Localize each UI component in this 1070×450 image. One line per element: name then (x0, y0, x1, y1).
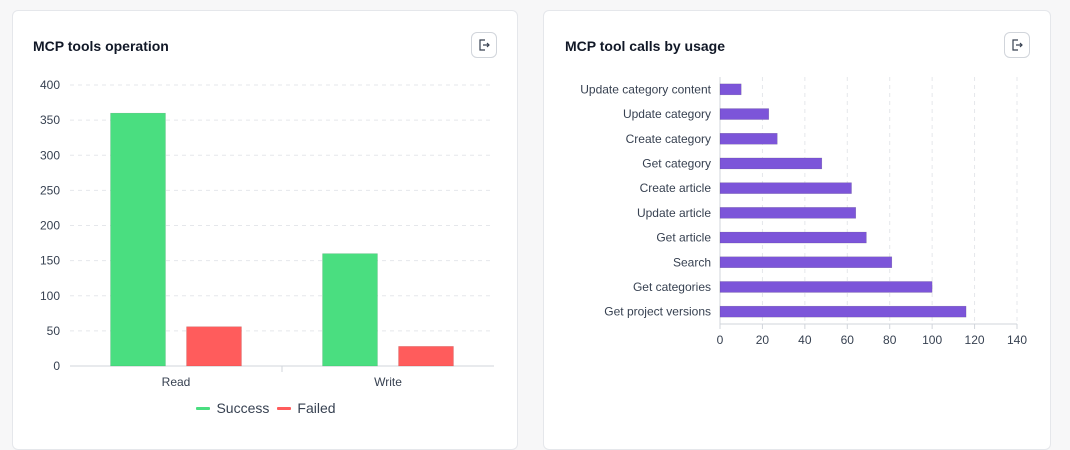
x-tick-label: 60 (841, 333, 855, 347)
operations-card: MCP tools operation 0 50 100 150 200 250 300 35… (12, 10, 518, 450)
x-tick-label: 100 (922, 333, 942, 347)
bar-usage (719, 182, 852, 194)
bar-usage (719, 108, 770, 120)
y-category-label: Create article (640, 181, 712, 195)
legend-item-success[interactable]: Success (196, 400, 269, 416)
export-icon (1012, 39, 1023, 51)
bar-usage (719, 157, 823, 170)
y-tick-label: 150 (40, 254, 60, 268)
export-icon (479, 39, 490, 51)
y-tick-label: 200 (40, 219, 60, 233)
bar-usage (719, 83, 742, 96)
operations-chart-title: MCP tools operation (33, 38, 169, 54)
y-category-label: Get category (642, 156, 711, 170)
legend-item-failed[interactable]: Failed (277, 400, 336, 416)
bar-usage (719, 231, 867, 244)
legend-swatch (277, 406, 292, 410)
y-category-label: Get article (656, 231, 711, 245)
y-tick-label: 250 (40, 183, 60, 197)
y-category-label: Get project versions (604, 305, 711, 319)
operations-bar-chart: 0 50 100 150 200 250 300 350 400 Read Write (40, 78, 494, 389)
x-tick-label: 120 (965, 333, 985, 347)
x-tick-label: 80 (883, 333, 897, 347)
y-tick-label: 50 (47, 324, 61, 338)
x-tick-label: 40 (798, 333, 812, 347)
y-category-label: Update category content (580, 82, 711, 96)
legend-label: Failed (297, 400, 336, 416)
bar-failed-write (398, 346, 454, 367)
y-tick-label: 100 (40, 289, 60, 303)
bar-usage (719, 256, 893, 268)
x-category-label: Write (374, 375, 402, 389)
y-category-label: Search (673, 255, 711, 269)
y-category-label: Update category (623, 107, 711, 121)
y-category-label: Create category (626, 132, 711, 146)
bar-failed-read (186, 326, 242, 367)
y-tick-label: 300 (40, 148, 60, 162)
export-button[interactable] (471, 32, 497, 58)
y-category-label: Get categories (633, 280, 711, 294)
bar-usage (719, 305, 967, 318)
bar-usage (719, 133, 778, 145)
usage-horizontal-bar-chart: 0 20 40 60 80 100 120 140 Update category conten… (580, 77, 1027, 347)
x-tick-label: 140 (1007, 333, 1027, 347)
bar-success-write (322, 253, 378, 367)
legend-label: Success (216, 400, 270, 416)
y-category-label: Update article (637, 206, 711, 220)
usage-card: MCP tool calls by usage 0 20 40 60 80 100 120 1… (543, 10, 1051, 450)
chart-legend: Success Failed (13, 400, 519, 416)
bar-success-read (110, 112, 166, 367)
x-tick-label: 0 (717, 333, 724, 347)
bar-usage (719, 281, 933, 293)
y-tick-label: 400 (40, 78, 60, 92)
x-tick-label: 20 (756, 333, 770, 347)
y-tick-label: 350 (40, 113, 60, 127)
bar-usage (719, 207, 857, 219)
y-tick-label: 0 (53, 359, 60, 373)
x-category-label: Read (162, 375, 191, 389)
export-button[interactable] (1004, 32, 1030, 58)
usage-chart-title: MCP tool calls by usage (565, 38, 726, 54)
legend-swatch (196, 406, 211, 410)
